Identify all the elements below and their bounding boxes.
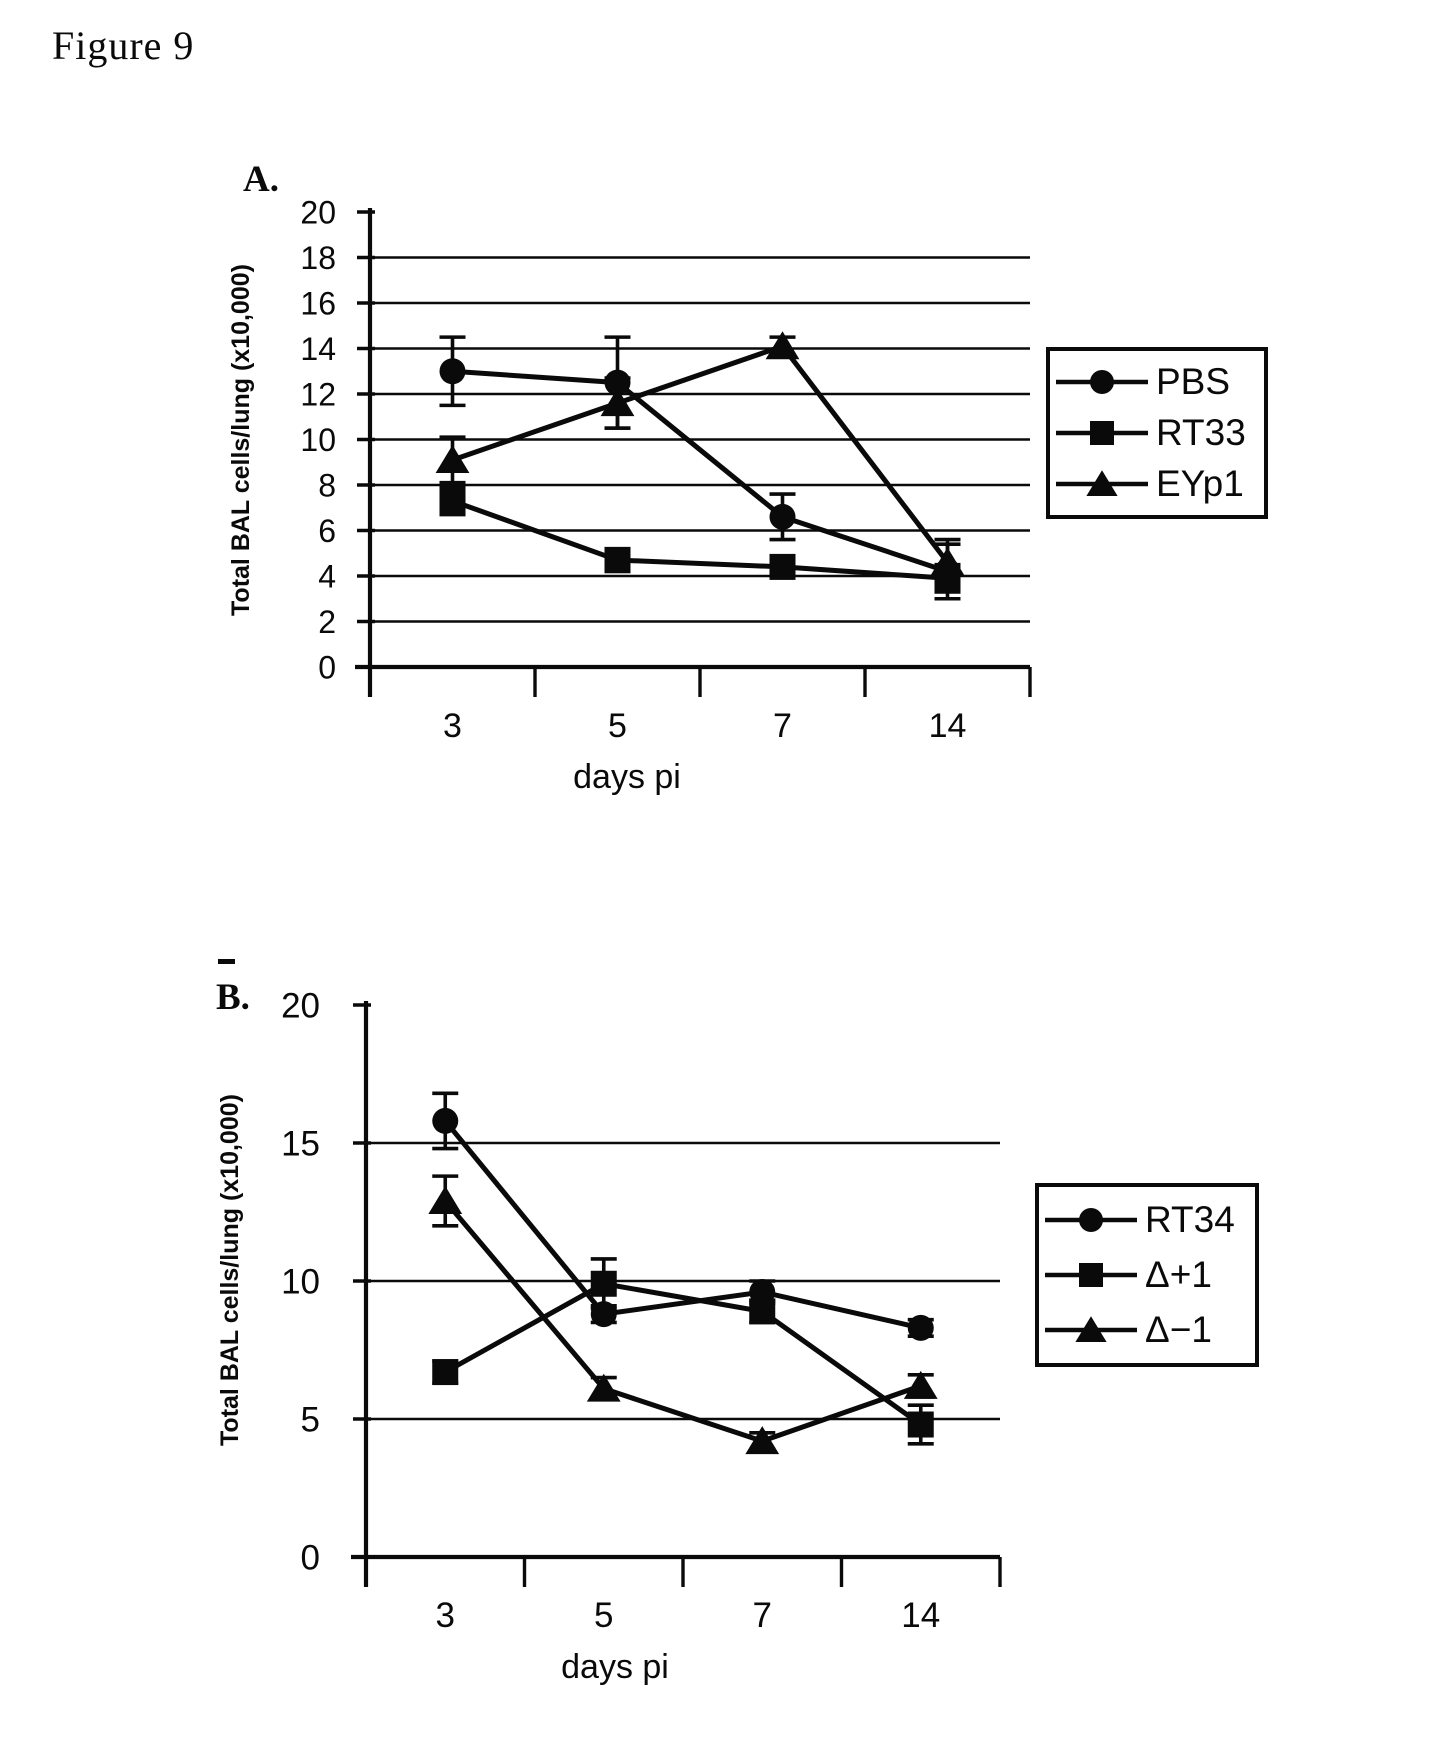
y-tick-label: 10 [300, 422, 336, 458]
x-tick-label: 3 [436, 1596, 455, 1635]
figure-title: Figure 9 [52, 23, 195, 68]
y-tick-label: 16 [300, 286, 336, 322]
square-marker-icon [432, 1359, 459, 1386]
x-tick-label: 14 [901, 1596, 940, 1635]
panel-a-label: A. [243, 159, 279, 200]
triangle-marker-icon [1086, 469, 1118, 496]
triangle-marker-icon [745, 1426, 780, 1455]
series-line [444, 1281, 923, 1427]
series-line [451, 498, 948, 581]
legend-label-rt34: RT34 [1145, 1199, 1235, 1241]
series-Δ−1 [428, 1174, 938, 1455]
y-tick-label: 14 [300, 331, 336, 367]
series-EYp1 [435, 331, 965, 587]
square-marker-icon [590, 1270, 617, 1297]
square-marker-icon [1079, 1262, 1103, 1287]
square-marker-icon [749, 1298, 776, 1325]
square-marker-icon [907, 1411, 934, 1438]
legend-label-rt33: RT33 [1156, 411, 1246, 453]
y-tick-label: 12 [300, 377, 336, 413]
y-tick-label: 20 [300, 195, 336, 231]
legend-entry-eyp1: EYp1 [1052, 463, 1262, 505]
y-tick-label: 2 [318, 604, 336, 640]
y-tick-label: 20 [281, 987, 320, 1026]
square-marker-icon [604, 547, 631, 574]
y-tick-label: 0 [301, 1539, 320, 1578]
stray-dash-mark [218, 959, 235, 964]
y-tick-label: 5 [301, 1401, 320, 1440]
delta-minus-1-line-marker-icon [1045, 1315, 1137, 1342]
triangle-marker-icon [765, 331, 800, 360]
delta-plus-1-line-marker-icon [1045, 1262, 1137, 1287]
eyp1-line-marker-icon [1056, 469, 1148, 496]
series-Δ+1 [432, 1257, 934, 1446]
triangle-marker-icon [435, 445, 470, 473]
y-tick-label: 6 [318, 513, 336, 549]
series-line [443, 1119, 922, 1331]
series-RT34 [432, 1091, 934, 1341]
legend-label-pbs: PBS [1156, 361, 1231, 403]
x-tick-label: 7 [773, 707, 792, 745]
circle-marker-icon [439, 358, 466, 385]
chart-a-group: 0 2 4 6 8 10 12 14 16 18 20 3 5 7 14 [300, 195, 1032, 745]
y-tick-label: 4 [318, 559, 336, 595]
square-marker-icon [1090, 420, 1114, 445]
triangle-marker-icon [903, 1370, 938, 1399]
series-line [443, 1199, 922, 1444]
circle-marker-icon [432, 1107, 459, 1134]
series-line [451, 343, 950, 564]
chart-b-x-axis-title: days pi [561, 1648, 669, 1686]
triangle-marker-icon [930, 547, 965, 576]
y-tick-label: 10 [281, 1263, 320, 1302]
y-tick-label: 15 [281, 1125, 320, 1164]
panel-b-label: B. [216, 977, 250, 1018]
triangle-marker-icon [1075, 1315, 1107, 1342]
legend-label-delta-minus-1: Δ−1 [1145, 1308, 1212, 1350]
rt34-line-marker-icon [1045, 1208, 1137, 1233]
y-tick-label: 0 [318, 650, 336, 686]
legend-entry-rt34: RT34 [1041, 1199, 1253, 1241]
x-tick-label: 5 [608, 707, 627, 745]
circle-marker-icon [1090, 370, 1114, 395]
y-tick-label: 8 [318, 468, 336, 504]
square-marker-icon [769, 553, 796, 580]
triangle-marker-icon [428, 1186, 463, 1214]
x-tick-label: 5 [594, 1596, 613, 1635]
circle-marker-icon [907, 1314, 934, 1341]
triangle-marker-icon [600, 388, 635, 417]
chart-b-legend: RT34 Δ+1 Δ−1 [1035, 1183, 1259, 1367]
y-tick-label: 18 [300, 240, 336, 276]
legend-entry-pbs: PBS [1052, 361, 1262, 403]
chart-a-legend: PBS RT33 EYp1 [1046, 347, 1268, 519]
square-marker-icon [439, 487, 466, 514]
legend-entry-delta-minus-1: Δ−1 [1041, 1309, 1253, 1351]
series-line [452, 368, 949, 574]
chart-a-x-axis-title: days pi [573, 758, 681, 796]
legend-entry-rt33: RT33 [1052, 412, 1262, 454]
x-tick-label: 7 [753, 1596, 772, 1635]
rt33-line-marker-icon [1056, 420, 1148, 445]
chart-b-group: 0 5 10 15 20 3 5 7 14 [281, 987, 1002, 1635]
circle-marker-icon [769, 503, 796, 530]
pbs-line-marker-icon [1056, 370, 1148, 395]
legend-label-delta-plus-1: Δ+1 [1145, 1253, 1212, 1295]
legend-label-eyp1: EYp1 [1156, 462, 1244, 504]
legend-entry-delta-plus-1: Δ+1 [1041, 1254, 1253, 1296]
triangle-marker-icon [586, 1373, 621, 1402]
x-tick-label: 3 [443, 707, 462, 745]
x-tick-label: 14 [929, 707, 967, 745]
circle-marker-icon [1079, 1208, 1103, 1233]
